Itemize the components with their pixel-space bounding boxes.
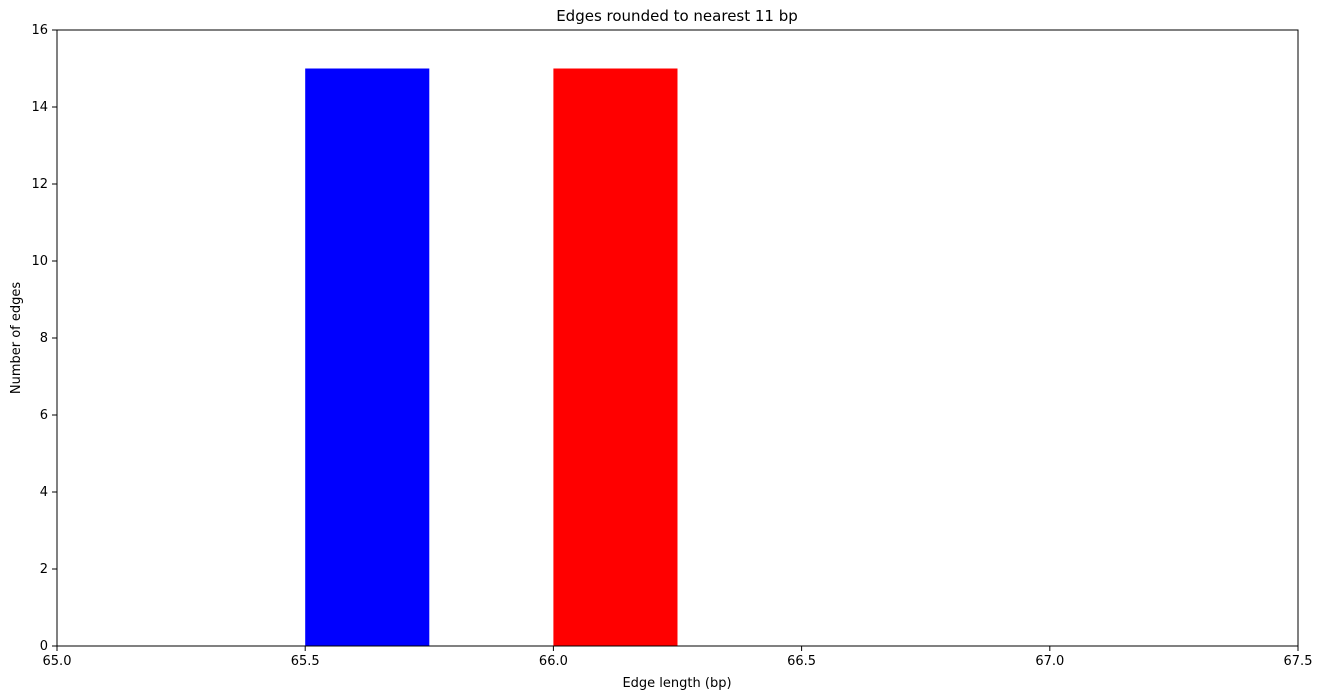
y-tick-label-3: 6 <box>40 408 48 423</box>
y-tick-label-2: 4 <box>40 485 48 500</box>
y-tick-label-6: 12 <box>31 177 48 192</box>
x-axis-label: Edge length (bp) <box>622 676 731 691</box>
x-tick-label-0: 65.0 <box>43 654 72 669</box>
y-tick-label-7: 14 <box>31 100 48 115</box>
y-axis-label: Number of edges <box>9 282 24 395</box>
x-tick-label-4: 67.0 <box>1035 654 1064 669</box>
x-axis-ticks: 65.0 65.5 66.0 66.5 67.0 67.5 <box>43 646 1313 669</box>
bars-group <box>305 68 678 646</box>
y-tick-label-5: 10 <box>31 254 48 269</box>
bar-1 <box>553 68 678 646</box>
x-tick-label-2: 66.0 <box>539 654 568 669</box>
y-axis-ticks: 0 2 4 6 8 10 12 14 16 <box>31 23 57 654</box>
y-tick-label-1: 2 <box>40 562 48 577</box>
x-tick-label-1: 65.5 <box>291 654 320 669</box>
x-tick-label-5: 67.5 <box>1284 654 1313 669</box>
bar-0 <box>305 68 430 646</box>
y-tick-label-8: 16 <box>31 23 48 38</box>
y-tick-label-4: 8 <box>40 331 48 346</box>
chart-title: Edges rounded to nearest 11 bp <box>556 7 798 25</box>
y-tick-label-0: 0 <box>40 639 48 654</box>
x-tick-label-3: 66.5 <box>787 654 816 669</box>
